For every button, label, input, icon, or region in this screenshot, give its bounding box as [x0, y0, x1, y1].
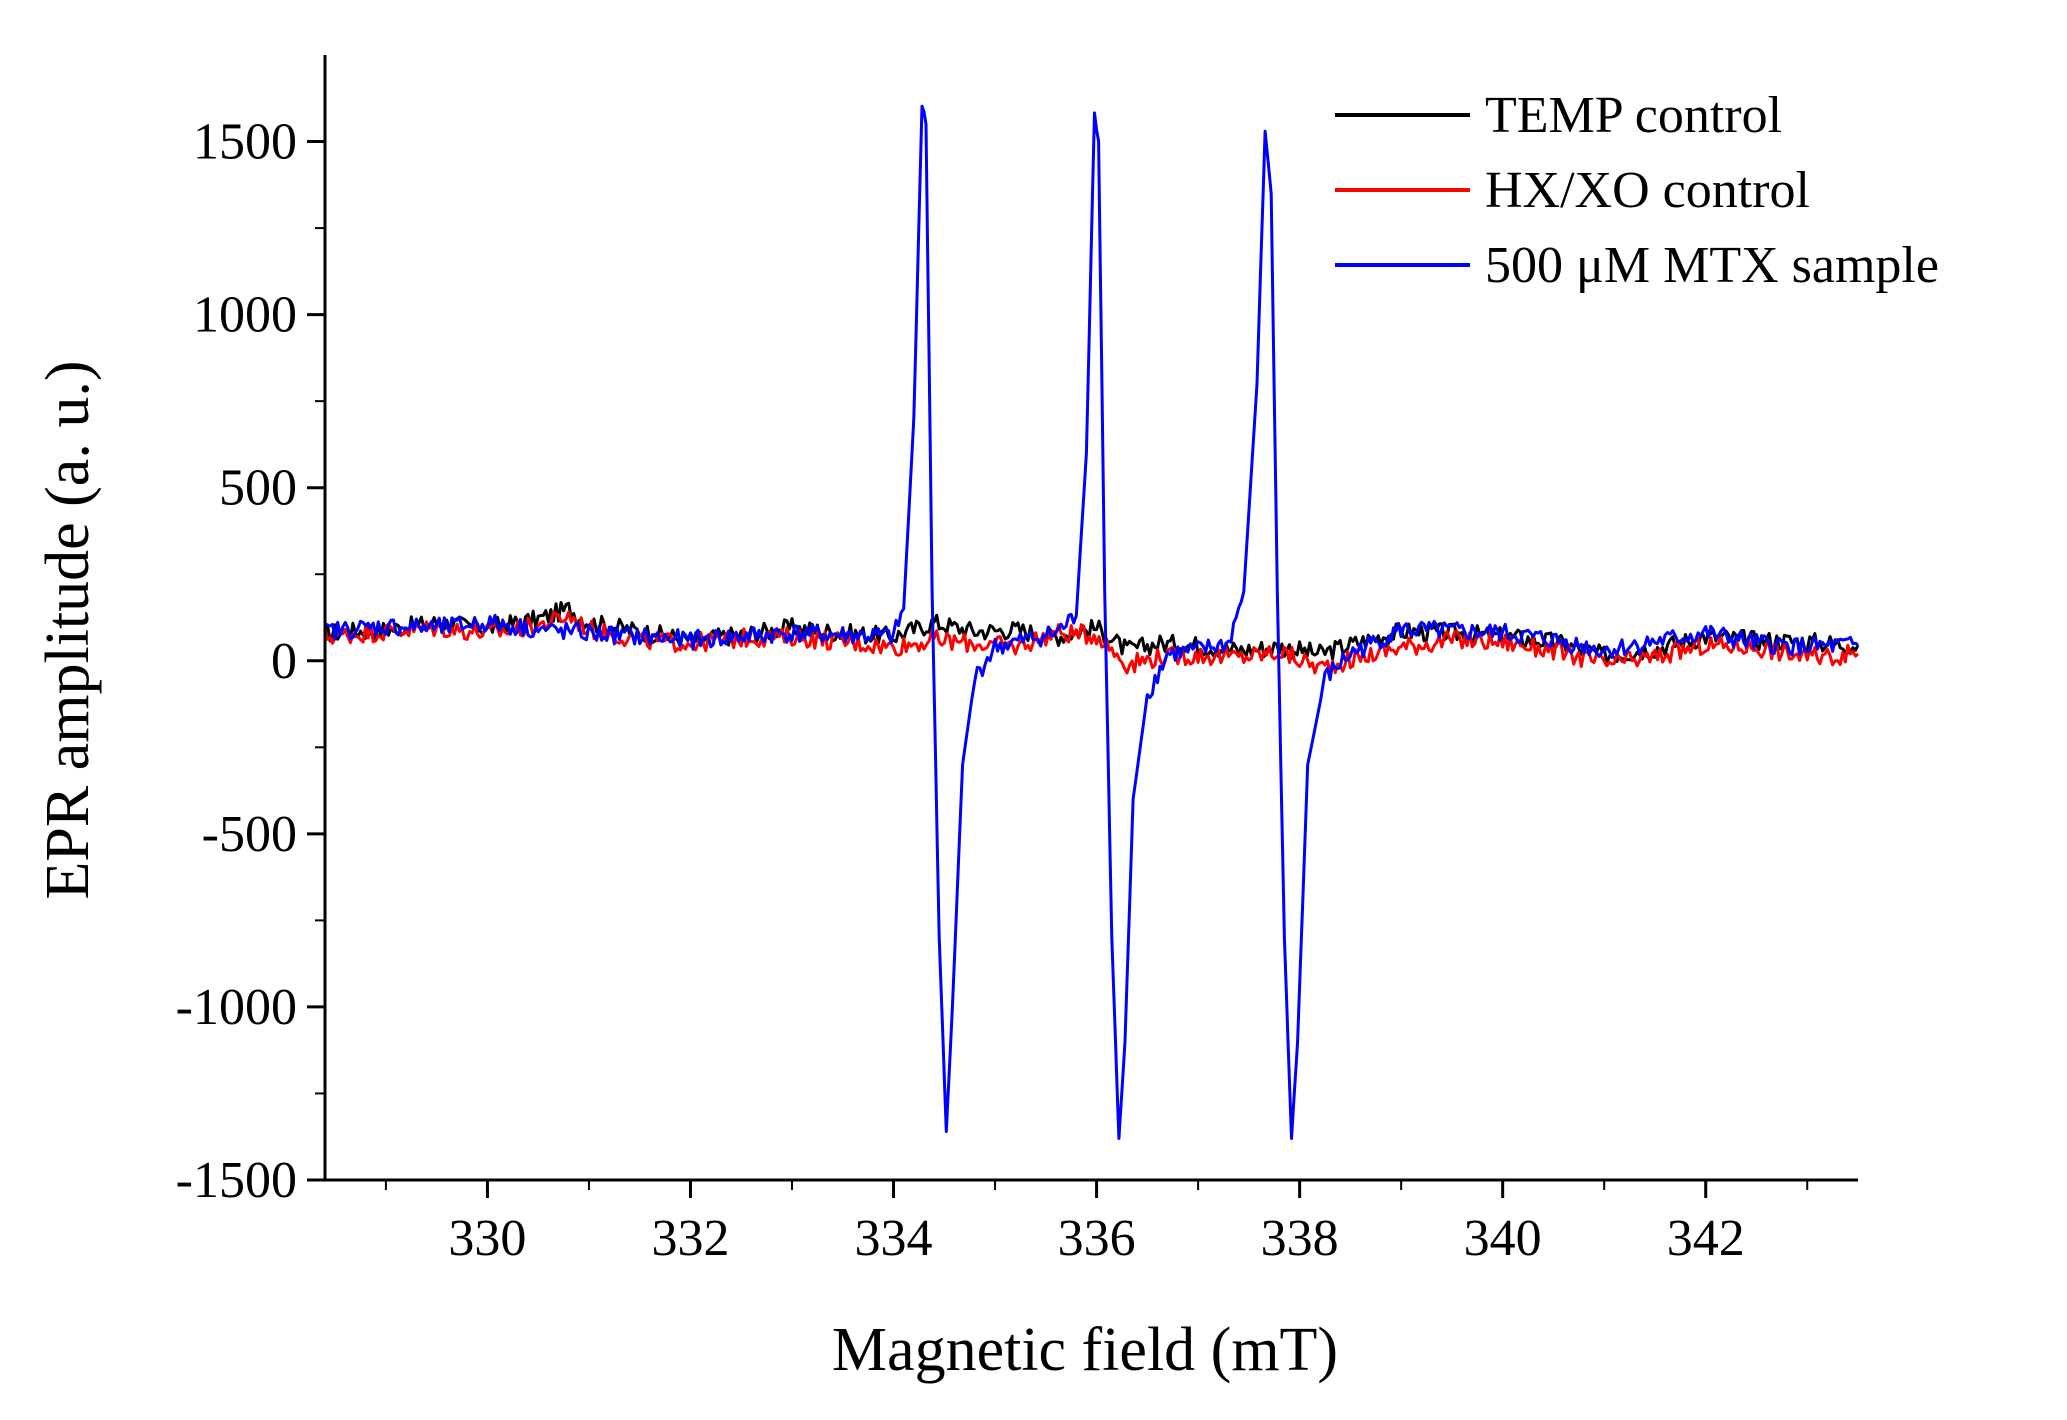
y-tick-label: 1500 — [193, 114, 297, 171]
y-tick-label: -500 — [202, 806, 297, 863]
series-line-2 — [323, 104, 1859, 1140]
x-tick-label: 340 — [1464, 1210, 1542, 1267]
x-tick-label: 330 — [448, 1210, 526, 1267]
y-tick-label: -1500 — [176, 1152, 297, 1209]
y-tick-label: 1000 — [193, 287, 297, 344]
ticks: -1500 -1000 -500 0 500 1000 1500 330 332 334 336 33… — [176, 114, 1809, 1267]
x-tick-label: 336 — [1058, 1210, 1136, 1267]
y-tick-label: 0 — [271, 633, 297, 690]
legend-label-0: TEMP control — [1485, 87, 1782, 144]
legend-label-1: HX/XO control — [1485, 162, 1810, 219]
y-tick-label: -1000 — [176, 979, 297, 1036]
legend-label-2: 500 μM MTX sample — [1485, 237, 1939, 294]
legend: TEMP control HX/XO control 500 μM MTX samp… — [1335, 87, 1939, 294]
y-tick-label: 500 — [219, 460, 297, 517]
x-tick-label: 334 — [855, 1210, 933, 1267]
x-axis-title: Magnetic field (mT) — [832, 1316, 1338, 1384]
plot-lines — [323, 104, 1860, 1140]
y-axis-title: EPR amplitude (a. u.) — [34, 361, 102, 900]
x-tick-label: 342 — [1667, 1210, 1745, 1267]
x-tick-label: 332 — [651, 1210, 729, 1267]
series-line-1 — [323, 610, 1860, 675]
axes — [323, 55, 1858, 1182]
x-tick-label: 338 — [1261, 1210, 1339, 1267]
